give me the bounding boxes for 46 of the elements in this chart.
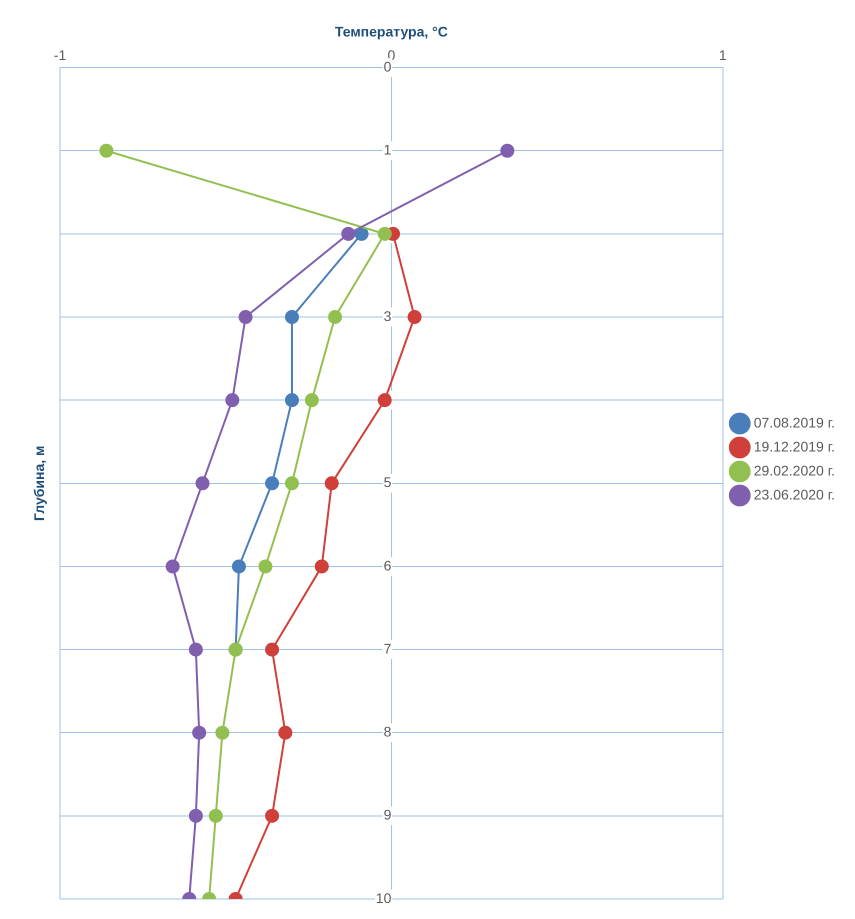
y-tick-label: 10 [376,890,392,906]
point [195,476,210,490]
y-tick-label: 6 [384,557,392,574]
y-tick-label: 0 [384,58,392,74]
point [265,808,280,823]
x-tick-label: -1 [54,47,66,64]
point [278,726,292,740]
point [354,226,369,241]
x-tick-label: 1 [718,47,727,64]
point [314,559,329,574]
point [378,393,392,408]
legend-label: 19.12.2019 г. [754,438,836,454]
point [284,476,299,490]
y-tick-label: 9 [384,806,392,823]
legend-label: 07.08.2019 г. [754,414,836,430]
point [166,559,180,574]
y-tick-label: 8 [384,724,392,740]
point [225,393,240,408]
point [265,476,280,490]
point [192,726,206,740]
legend-label: 29.02.2020 г. [754,462,836,478]
point [265,642,280,657]
legend-label: 23.06.2020 г. [754,486,836,502]
point [378,226,392,241]
point [324,476,339,490]
point [258,559,272,574]
point [99,144,114,158]
y-tick-label: 7 [384,640,392,656]
point [500,144,514,158]
point [208,808,223,823]
point [304,393,319,408]
point [408,310,422,324]
point [284,310,299,324]
point [188,642,203,657]
y-tick-label: 5 [384,474,392,490]
point [188,808,203,823]
point [341,226,356,241]
point [232,559,246,574]
y-axis-title: Глубина, м [30,446,47,521]
point [284,393,299,408]
point [328,310,342,324]
point [215,726,230,740]
y-tick-label: 1 [384,142,392,158]
point [238,310,253,324]
y-tick-label: 3 [384,308,392,324]
x-axis-title: Температура, °C [334,23,448,40]
